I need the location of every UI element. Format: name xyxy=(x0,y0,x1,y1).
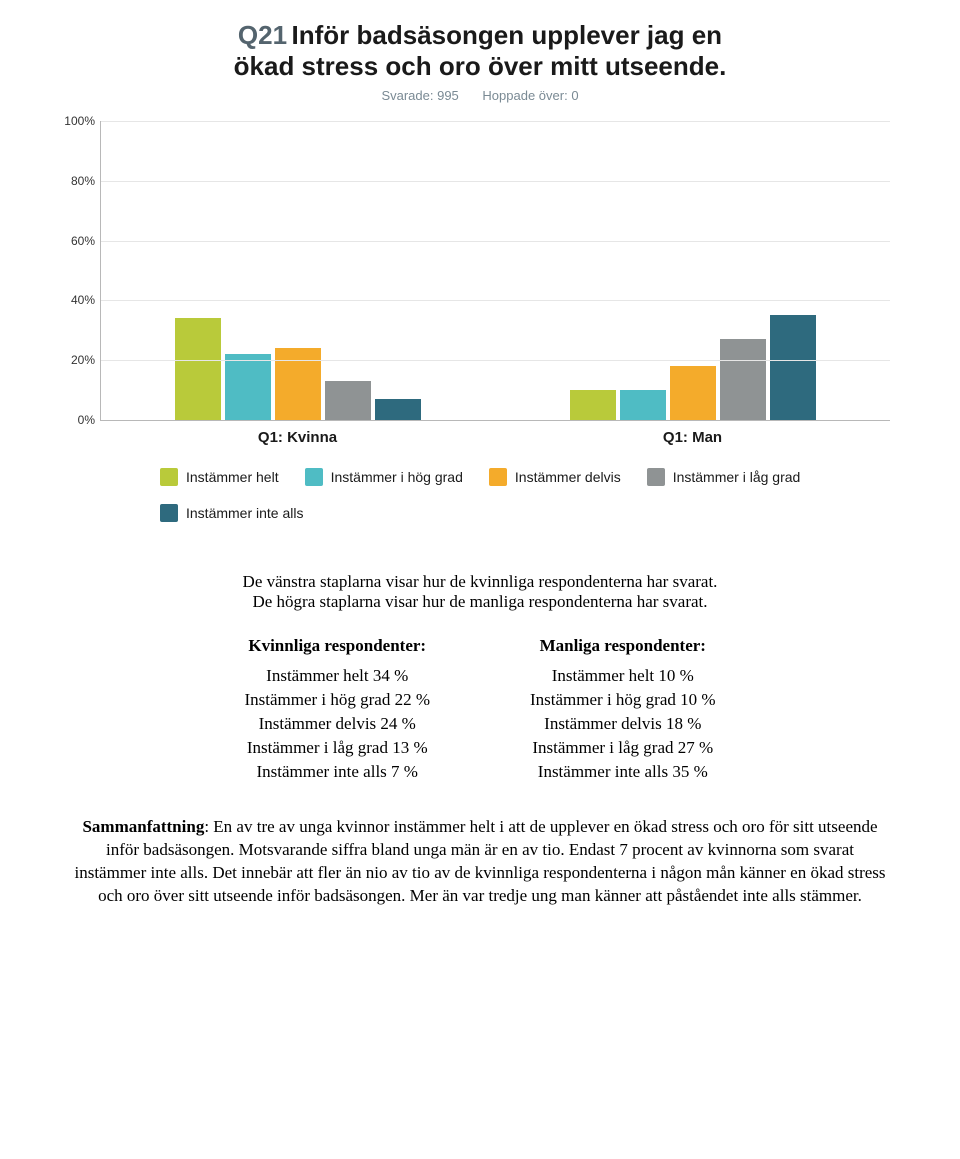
result-line: Instämmer helt 34 % xyxy=(244,666,430,686)
grid-line xyxy=(101,121,890,122)
y-tick-label: 0% xyxy=(55,413,95,427)
chart-caption: De vänstra staplarna visar hur de kvinnl… xyxy=(140,572,820,612)
response-meta: Svarade: 995 Hoppade över: 0 xyxy=(40,88,920,103)
result-line: Instämmer i låg grad 27 % xyxy=(530,738,716,758)
plot-area: 0%20%40%60%80%100% xyxy=(100,121,890,421)
x-axis: Q1: KvinnaQ1: Man xyxy=(100,429,890,446)
legend-item: Instämmer inte alls xyxy=(160,504,303,522)
bar xyxy=(620,390,666,420)
legend-item: Instämmer delvis xyxy=(489,468,621,486)
answered-count: Svarade: 995 xyxy=(381,88,458,103)
grid-line xyxy=(101,300,890,301)
column-male-head: Manliga respondenter: xyxy=(530,636,716,656)
legend: Instämmer helt Instämmer i hög grad Instäm… xyxy=(160,468,860,522)
result-line: Instämmer i hög grad 22 % xyxy=(244,690,430,710)
summary: Sammanfattning: En av tre av unga kvinno… xyxy=(70,816,890,908)
result-line: Instämmer delvis 18 % xyxy=(530,714,716,734)
bar xyxy=(720,339,766,420)
legend-swatch xyxy=(160,504,178,522)
question-title: Q21 Inför badsäsongen upplever jag en ök… xyxy=(40,20,920,82)
caption-line-2: De högra staplarna visar hur de manliga … xyxy=(140,592,820,612)
bar xyxy=(375,399,421,420)
legend-label: Instämmer i hög grad xyxy=(331,469,463,485)
grid-line xyxy=(101,241,890,242)
legend-swatch xyxy=(305,468,323,486)
bar-group xyxy=(496,121,891,420)
bar xyxy=(570,390,616,420)
y-tick-label: 20% xyxy=(55,353,95,367)
legend-label: Instämmer helt xyxy=(186,469,279,485)
column-female: Kvinnliga respondenter: Instämmer helt 3… xyxy=(244,636,430,786)
y-tick-label: 40% xyxy=(55,293,95,307)
y-tick-label: 60% xyxy=(55,234,95,248)
result-line: Instämmer inte alls 7 % xyxy=(244,762,430,782)
result-line: Instämmer helt 10 % xyxy=(530,666,716,686)
legend-label: Instämmer i låg grad xyxy=(673,469,801,485)
x-category-label: Q1: Man xyxy=(495,429,890,446)
y-tick-label: 100% xyxy=(55,114,95,128)
legend-label: Instämmer delvis xyxy=(515,469,621,485)
legend-item: Instämmer i låg grad xyxy=(647,468,801,486)
column-male: Manliga respondenter: Instämmer helt 10 … xyxy=(530,636,716,786)
bar xyxy=(175,318,221,420)
bar xyxy=(325,381,371,420)
legend-item: Instämmer helt xyxy=(160,468,279,486)
grid-line xyxy=(101,360,890,361)
result-line: Instämmer i låg grad 13 % xyxy=(244,738,430,758)
summary-label: Sammanfattning xyxy=(82,817,204,836)
legend-item: Instämmer i hög grad xyxy=(305,468,463,486)
legend-swatch xyxy=(647,468,665,486)
bar xyxy=(670,366,716,420)
bar xyxy=(225,354,271,420)
result-line: Instämmer delvis 24 % xyxy=(244,714,430,734)
legend-swatch xyxy=(489,468,507,486)
question-prefix: Q21 xyxy=(238,20,287,50)
legend-swatch xyxy=(160,468,178,486)
legend-label: Instämmer inte alls xyxy=(186,505,303,521)
x-category-label: Q1: Kvinna xyxy=(100,429,495,446)
bar-chart: 0%20%40%60%80%100% Q1: KvinnaQ1: Man xyxy=(100,121,890,446)
column-male-lines: Instämmer helt 10 % Instämmer i hög grad … xyxy=(530,666,716,782)
bar-groups xyxy=(101,121,890,420)
bar-group xyxy=(101,121,496,420)
bar xyxy=(275,348,321,420)
results-columns: Kvinnliga respondenter: Instämmer helt 3… xyxy=(40,636,920,786)
question-text-2: ökad stress och oro över mitt utseende. xyxy=(234,51,727,81)
column-female-lines: Instämmer helt 34 % Instämmer i hög grad … xyxy=(244,666,430,782)
grid-line xyxy=(101,181,890,182)
result-line: Instämmer i hög grad 10 % xyxy=(530,690,716,710)
result-line: Instämmer inte alls 35 % xyxy=(530,762,716,782)
column-female-head: Kvinnliga respondenter: xyxy=(244,636,430,656)
bar xyxy=(770,315,816,420)
y-tick-label: 80% xyxy=(55,174,95,188)
caption-line-1: De vänstra staplarna visar hur de kvinnl… xyxy=(140,572,820,592)
question-text-1: Inför badsäsongen upplever jag en xyxy=(292,20,723,50)
skipped-count: Hoppade över: 0 xyxy=(482,88,578,103)
